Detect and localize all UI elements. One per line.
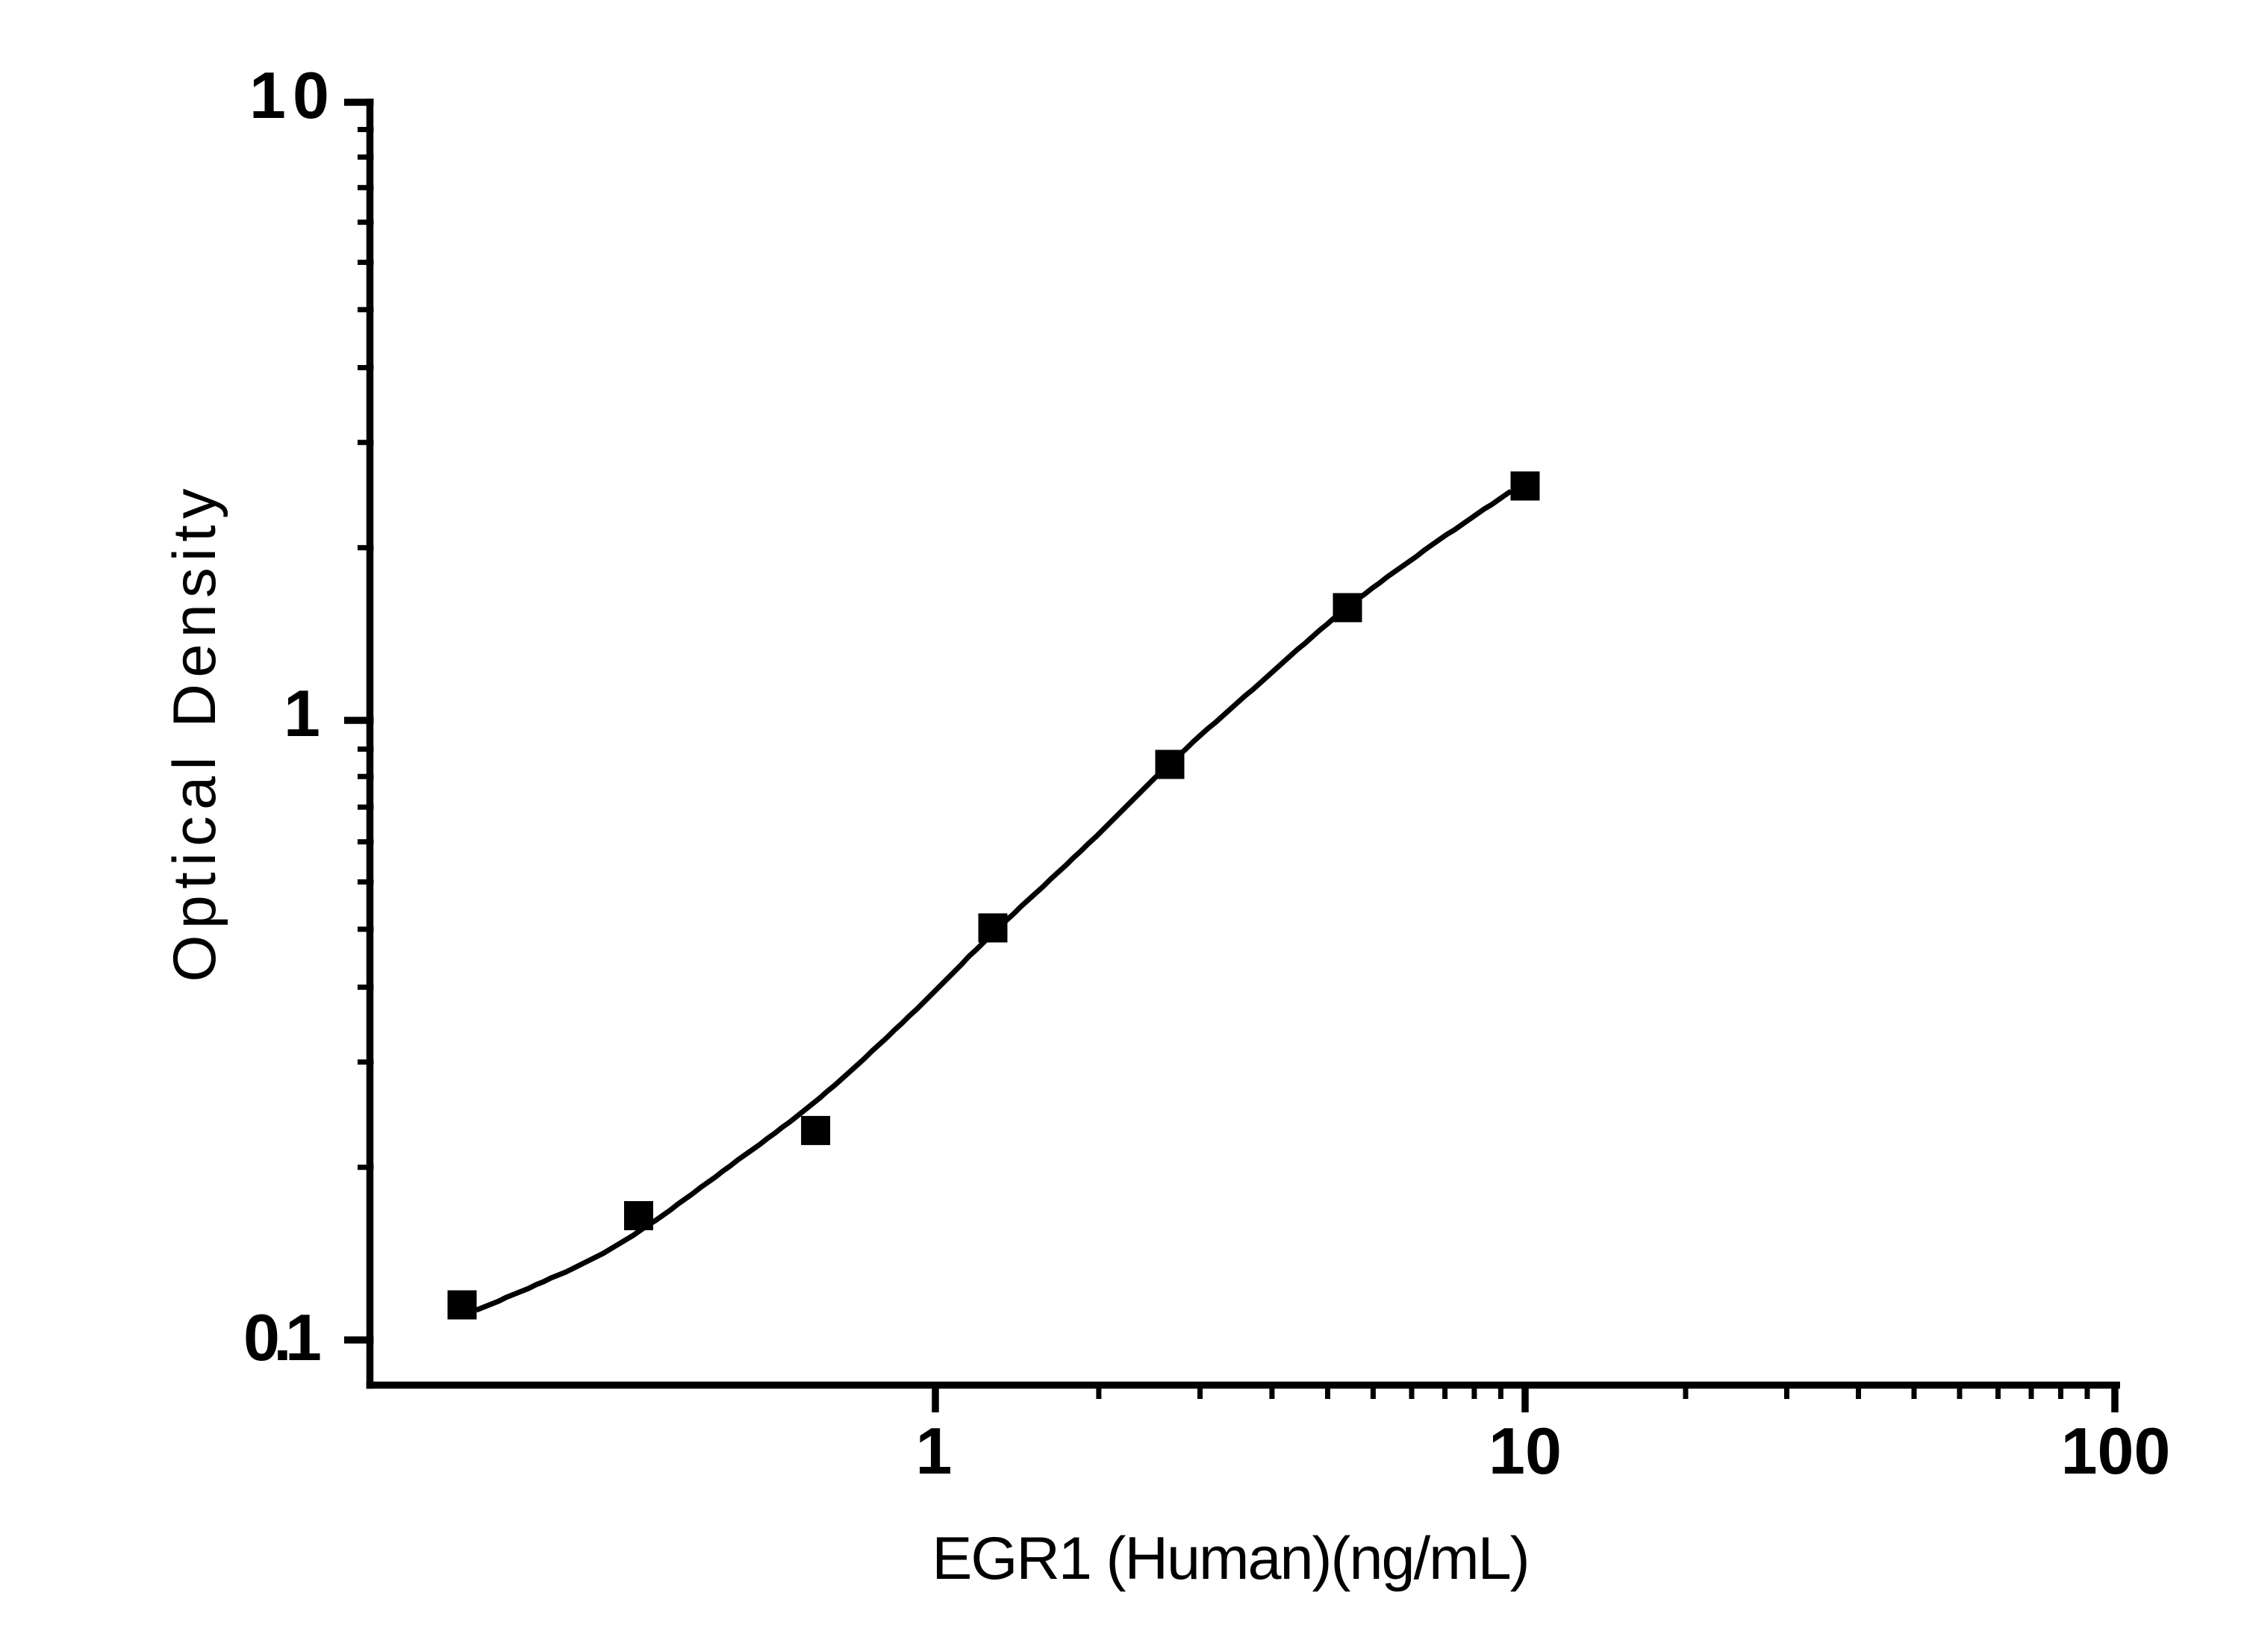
svg-text:0.1: 0.1: [243, 1300, 322, 1374]
svg-text:10: 10: [1489, 1414, 1562, 1488]
svg-text:1: 1: [916, 1414, 953, 1488]
svg-text:100: 100: [2061, 1414, 2171, 1488]
svg-text:EGR1 (Human)(ng/mL): EGR1 (Human)(ng/mL): [932, 1525, 1528, 1592]
svg-text:1: 1: [284, 676, 320, 750]
svg-text:Optical Density: Optical Density: [161, 488, 228, 982]
